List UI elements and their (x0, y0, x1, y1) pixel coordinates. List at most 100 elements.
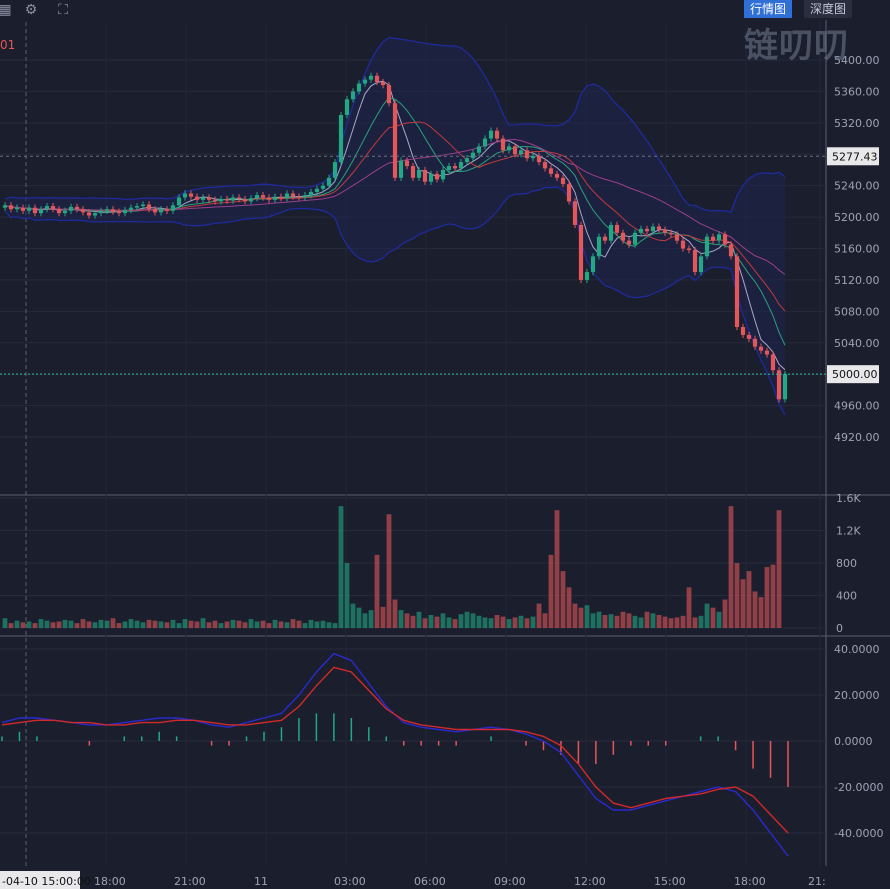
volume-tick-label: 400 (836, 590, 857, 603)
candle-body (224, 199, 230, 201)
candle-body (386, 85, 392, 104)
candle-body (722, 234, 728, 245)
candle-body (680, 240, 686, 249)
settings-icon[interactable]: ⚙ (24, 2, 38, 18)
bollinger-lower-line (4, 186, 786, 415)
candle-body (734, 256, 740, 328)
volume-bar (128, 619, 134, 628)
current-price-tag-box (827, 365, 879, 384)
volume-bar (740, 579, 746, 628)
candle-body (410, 166, 416, 178)
candle-body (284, 193, 290, 199)
candle-body (236, 197, 242, 200)
candle-body (446, 166, 452, 170)
volume-bar (410, 615, 416, 628)
volume-bar (170, 619, 176, 628)
volume-bar (572, 603, 578, 628)
candle-body (56, 209, 62, 214)
candle-body (626, 240, 632, 245)
time-tick-label: 03:00 (334, 875, 366, 888)
volume-bar (662, 616, 668, 628)
candle-body (272, 196, 278, 200)
candle-body (158, 209, 164, 213)
volume-bar (416, 611, 422, 628)
volume-bar (80, 619, 86, 628)
volume-bar (56, 621, 62, 628)
candle-body (350, 91, 356, 100)
volume-bar (734, 563, 740, 628)
volume-bar (464, 611, 470, 628)
volume-bar (650, 613, 656, 628)
volume-bar (452, 619, 458, 628)
volume-bar (566, 587, 572, 628)
volume-bar (290, 619, 296, 628)
time-tick-label: 11 (254, 875, 268, 888)
volume-bar (302, 623, 308, 628)
volume-bar (422, 618, 428, 628)
candle-body (710, 236, 716, 241)
volume-bar (32, 623, 38, 628)
volume-bar (374, 554, 380, 628)
tab-depth[interactable]: 深度图 (804, 0, 853, 18)
volume-bar (704, 603, 710, 628)
price-tick-label: 5160.00 (834, 243, 880, 256)
volume-bar (44, 620, 50, 628)
candle-body (74, 206, 80, 210)
volume-bar (74, 623, 80, 628)
volume-bar (134, 620, 140, 628)
volume-bar (248, 619, 254, 628)
volume-bar (344, 563, 350, 628)
candle-body (14, 207, 20, 210)
volume-bar (530, 616, 536, 628)
volume-tick-label: 1.6K (836, 492, 861, 505)
volume-bar (8, 623, 14, 628)
volume-bar (26, 621, 32, 628)
candle-body (68, 206, 74, 211)
time-tick-label: 21:00 (174, 875, 206, 888)
candle-body (608, 224, 614, 241)
price-tick-label: 5400.00 (834, 54, 880, 67)
volume-bar (656, 615, 662, 628)
volume-bar (758, 597, 764, 628)
time-tick-label: 18:00 (734, 875, 766, 888)
candle-body (542, 162, 548, 169)
candle-body (566, 184, 572, 202)
candle-body (776, 370, 782, 400)
candle-body (170, 205, 176, 211)
candle-body (380, 81, 386, 86)
candle-body (482, 138, 488, 147)
candle-body (530, 155, 536, 159)
volume-bar (776, 510, 782, 628)
candle-body (572, 201, 578, 225)
volume-bar (224, 621, 230, 628)
time-tick-label: 21: (808, 875, 826, 888)
volume-bar (50, 622, 56, 628)
candle-body (470, 152, 476, 159)
volume-bar (590, 613, 596, 628)
volume-bar (392, 599, 398, 628)
indicator-icon[interactable]: ▦ (0, 2, 12, 18)
fullscreen-icon[interactable]: ⛶ (58, 2, 68, 18)
candle-body (2, 205, 8, 208)
current-price-tag: 5000.00 (832, 368, 878, 381)
candle-body (116, 211, 122, 214)
volume-bar (512, 617, 518, 628)
candle-body (494, 130, 500, 139)
candle-body (518, 150, 524, 155)
volume-bar (92, 622, 98, 628)
volume-bar (710, 607, 716, 628)
candle-body (206, 197, 212, 200)
volume-bar (98, 619, 104, 628)
candle-body (26, 207, 32, 211)
tab-kline[interactable]: 行情图 (744, 0, 793, 18)
volume-bar (560, 571, 566, 628)
candle-body (746, 334, 752, 339)
volume-bar (632, 615, 638, 628)
volume-bar (152, 620, 158, 628)
volume-bar (2, 618, 8, 628)
candle-body (650, 226, 656, 232)
candle-body (674, 234, 680, 241)
price-tick-label: 5200.00 (834, 211, 880, 224)
volume-bar (506, 619, 512, 628)
